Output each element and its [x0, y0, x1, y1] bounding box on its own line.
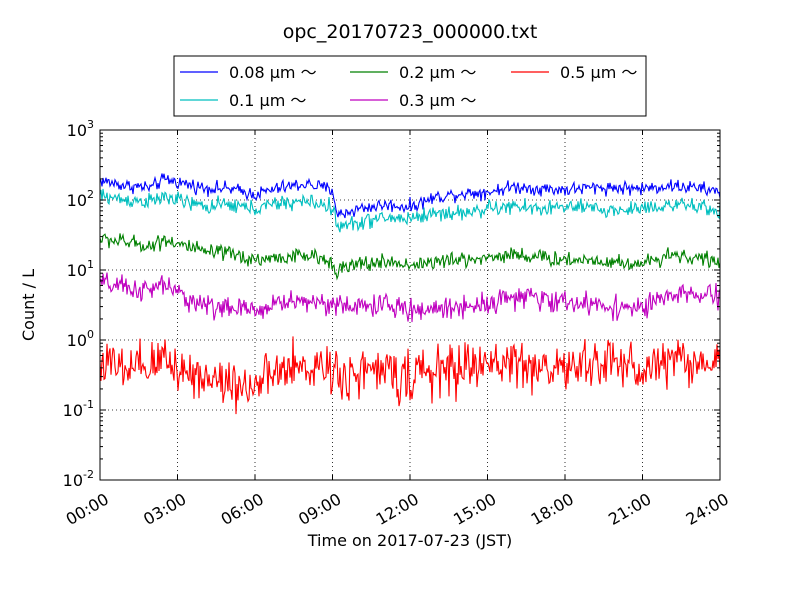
legend-box: [173, 55, 647, 117]
x-tick-label: 06:00: [218, 489, 267, 529]
y-tick-label: 100: [67, 328, 94, 350]
x-tick-label: 15:00: [450, 489, 499, 529]
x-tick-label: 12:00: [373, 489, 422, 529]
y-tick-label: 103: [67, 118, 94, 140]
x-tick-label: 00:00: [63, 489, 112, 529]
x-axis-label: Time on 2017-07-23 (JST): [307, 531, 512, 550]
y-tick-label: 10-2: [63, 468, 94, 490]
series-line-4: [99, 272, 721, 323]
series-line-3: [99, 233, 721, 281]
grid: [100, 130, 720, 480]
legend-label: 0.2 μm ～: [399, 63, 476, 82]
x-tick-label: 09:00: [295, 489, 344, 529]
x-tick-label: 03:00: [140, 489, 189, 529]
y-tick-label: 10-1: [63, 398, 94, 420]
x-tick-label: 18:00: [528, 489, 577, 529]
chart-title: opc_20170723_000000.txt: [283, 21, 538, 43]
legend-label: 0.3 μm ～: [399, 91, 476, 110]
y-tick-label: 102: [67, 188, 94, 210]
series-line-5: [99, 336, 721, 415]
y-tick-label: 101: [67, 258, 94, 280]
x-tick-label: 21:00: [605, 489, 654, 529]
legend-label: 0.1 μm ～: [229, 91, 306, 110]
y-axis-label: Count / L: [19, 269, 38, 341]
x-tick-label: 24:00: [683, 489, 732, 529]
series-line-2: [99, 188, 721, 233]
ticks: 00:00 03:00 06:00 09:00 12:00 15:00 18:00 21:00…: [63, 118, 732, 529]
series-line-1: [99, 173, 721, 219]
legend-label: 0.08 μm ～: [229, 63, 317, 82]
legend-label: 0.5 μm ～: [560, 63, 637, 82]
legend: 0.08 μm ～ 0.1 μm ～ 0.2 μm ～ 0.3 μm ～ 0.5 μm …: [173, 55, 647, 117]
series-group: [99, 173, 721, 415]
